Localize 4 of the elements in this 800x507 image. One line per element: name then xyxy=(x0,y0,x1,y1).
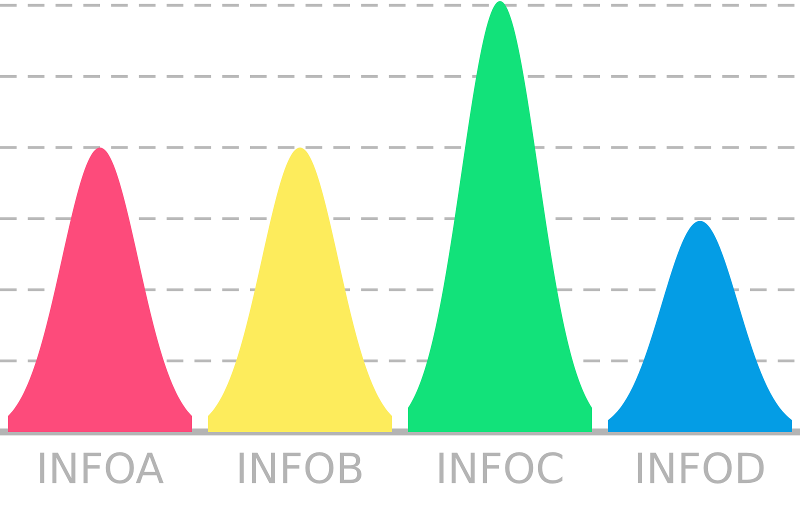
x-tick-label: INFOA xyxy=(40,452,164,484)
x-tick-label: INFOC xyxy=(439,452,562,484)
x-tick-label: INFOD xyxy=(638,452,764,484)
x-tick-label: INFOB xyxy=(240,452,362,484)
